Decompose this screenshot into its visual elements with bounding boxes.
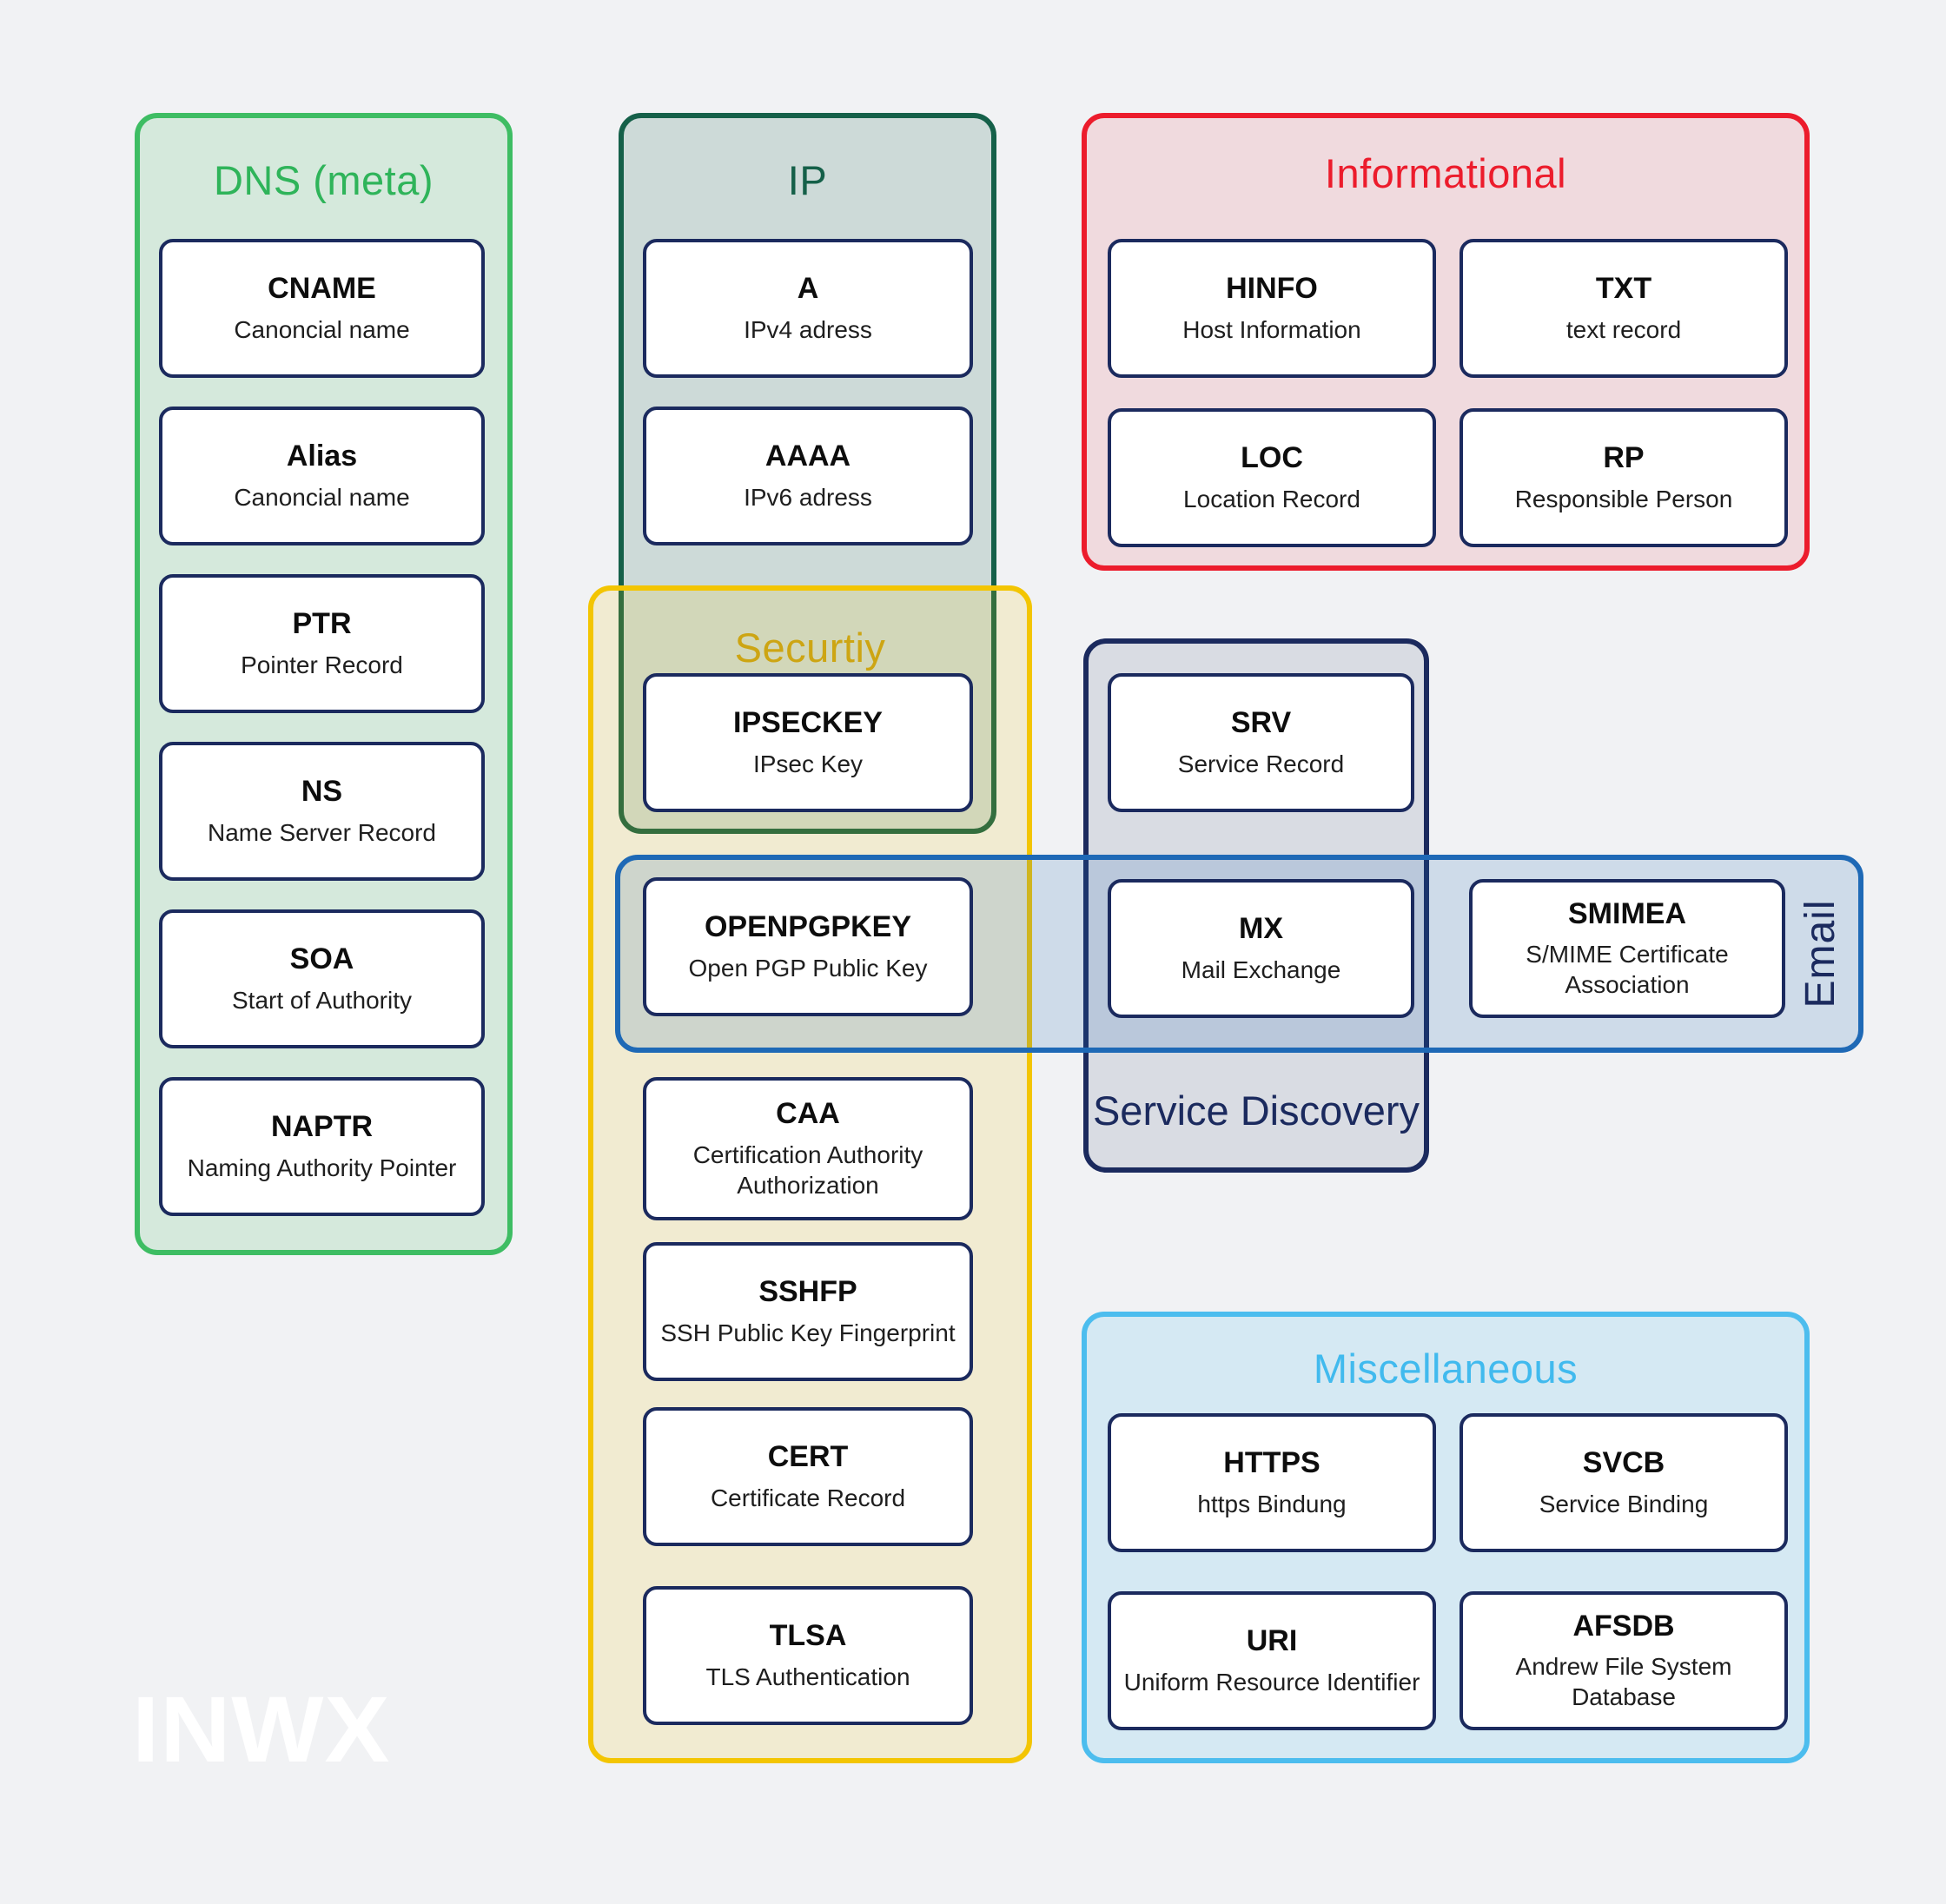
record-code: OPENPGPKEY xyxy=(704,910,912,944)
record-subtitle: https Bindung xyxy=(1197,1490,1347,1517)
record-code: AAAA xyxy=(764,440,851,473)
record-card-loc: LOC Location Record xyxy=(1108,408,1436,547)
record-subtitle: Naming Authority Pointer xyxy=(187,1154,457,1181)
record-card-txt: TXT text record xyxy=(1460,239,1788,378)
record-card-openpgpkey: OPENPGPKEY Open PGP Public Key xyxy=(643,877,973,1016)
record-card-a: A IPv4 adress xyxy=(643,239,973,378)
record-code: SRV xyxy=(1230,706,1292,740)
record-subtitle: Name Server Record xyxy=(208,818,436,846)
record-card-ipseckey: IPSECKEY IPsec Key xyxy=(643,673,973,812)
record-code: SSHFP xyxy=(758,1275,857,1309)
record-code: A xyxy=(797,272,819,306)
record-subtitle: Service Binding xyxy=(1539,1490,1709,1517)
record-subtitle: TLS Authentication xyxy=(705,1663,910,1690)
record-subtitle: Open PGP Public Key xyxy=(688,954,928,982)
record-subtitle: Andrew File System Database xyxy=(1515,1653,1732,1711)
record-subtitle: Uniform Resource Identifier xyxy=(1123,1668,1420,1696)
record-subtitle: text record xyxy=(1565,315,1682,343)
record-card-cert: CERT Certificate Record xyxy=(643,1407,973,1546)
record-card-rp: RP Responsible Person xyxy=(1460,408,1788,547)
record-code: NS xyxy=(301,775,343,809)
group-title-service-discovery: Service Discovery xyxy=(1092,1088,1420,1134)
record-subtitle: Certificate Record xyxy=(710,1484,906,1511)
record-card-srv: SRV Service Record xyxy=(1108,673,1414,812)
group-title-ip: IP xyxy=(787,157,828,203)
record-card-aaaa: AAAA IPv6 adress xyxy=(643,407,973,545)
record-card-caa: CAA Certification Authority Authorizatio… xyxy=(643,1077,973,1220)
record-code: SOA xyxy=(289,942,354,976)
record-card-cname: CNAME Canoncial name xyxy=(159,239,485,378)
record-code: CERT xyxy=(767,1440,849,1474)
record-card-svcb: SVCB Service Binding xyxy=(1460,1413,1788,1552)
record-code: TLSA xyxy=(769,1619,847,1653)
record-card-uri: URI Uniform Resource Identifier xyxy=(1108,1591,1436,1730)
group-title-dns-meta: DNS (meta) xyxy=(213,157,434,203)
group-title-security: Securtiy xyxy=(734,625,886,671)
record-code: RP xyxy=(1603,441,1645,475)
record-code: MX xyxy=(1239,912,1283,946)
record-code: IPSECKEY xyxy=(733,706,883,740)
record-subtitle: Mail Exchange xyxy=(1181,955,1341,983)
record-subtitle: Canoncial name xyxy=(234,315,410,343)
inwx-logo: INWX xyxy=(132,1676,391,1782)
record-subtitle: Canoncial name xyxy=(234,483,410,511)
record-code: LOC xyxy=(1241,441,1303,475)
record-card-sshfp: SSHFP SSH Public Key Fingerprint xyxy=(643,1242,973,1381)
record-card-ptr: PTR Pointer Record xyxy=(159,574,485,713)
record-code: Alias xyxy=(286,440,358,473)
record-card-tlsa: TLSA TLS Authentication xyxy=(643,1586,973,1725)
record-card-ns: NS Name Server Record xyxy=(159,742,485,881)
record-code: HTTPS xyxy=(1223,1446,1320,1480)
record-subtitle: Service Record xyxy=(1177,750,1345,777)
record-code: HINFO xyxy=(1226,272,1318,306)
record-card-afsdb: AFSDB Andrew File System Database xyxy=(1460,1591,1788,1730)
record-card-alias: Alias Canoncial name xyxy=(159,407,485,545)
record-card-hinfo: HINFO Host Information xyxy=(1108,239,1436,378)
record-subtitle: IPsec Key xyxy=(752,750,864,777)
record-subtitle: SSH Public Key Fingerprint xyxy=(660,1319,956,1346)
record-card-naptr: NAPTR Naming Authority Pointer xyxy=(159,1077,485,1216)
record-code: TXT xyxy=(1595,272,1652,306)
record-subtitle: Responsible Person xyxy=(1514,485,1733,512)
group-title-informational: Informational xyxy=(1324,150,1567,196)
record-subtitle: S/MIME Certificate Association xyxy=(1526,941,1729,999)
record-subtitle: Start of Authority xyxy=(232,986,412,1014)
record-code: NAPTR xyxy=(270,1110,374,1144)
record-subtitle: Location Record xyxy=(1183,485,1360,512)
record-card-https: HTTPS https Bindung xyxy=(1108,1413,1436,1552)
record-code: PTR xyxy=(292,607,352,641)
group-title-email: Email xyxy=(1797,899,1843,1008)
record-subtitle: IPv4 adress xyxy=(744,315,872,343)
record-code: CNAME xyxy=(268,272,376,306)
record-subtitle: Pointer Record xyxy=(241,651,403,678)
record-code: SVCB xyxy=(1582,1446,1665,1480)
record-code: CAA xyxy=(776,1097,840,1131)
record-card-mx: MX Mail Exchange xyxy=(1108,879,1414,1018)
record-subtitle: Certification Authority Authorization xyxy=(692,1140,923,1199)
record-card-soa: SOA Start of Authority xyxy=(159,909,485,1048)
group-title-miscellaneous: Miscellaneous xyxy=(1313,1345,1579,1392)
record-card-smimea: SMIMEA S/MIME Certificate Association xyxy=(1469,879,1785,1018)
record-subtitle: Host Information xyxy=(1182,315,1361,343)
record-code: SMIMEA xyxy=(1568,896,1686,930)
record-subtitle: IPv6 adress xyxy=(744,483,872,511)
record-code: URI xyxy=(1246,1624,1298,1658)
record-code: AFSDB xyxy=(1572,1609,1675,1643)
